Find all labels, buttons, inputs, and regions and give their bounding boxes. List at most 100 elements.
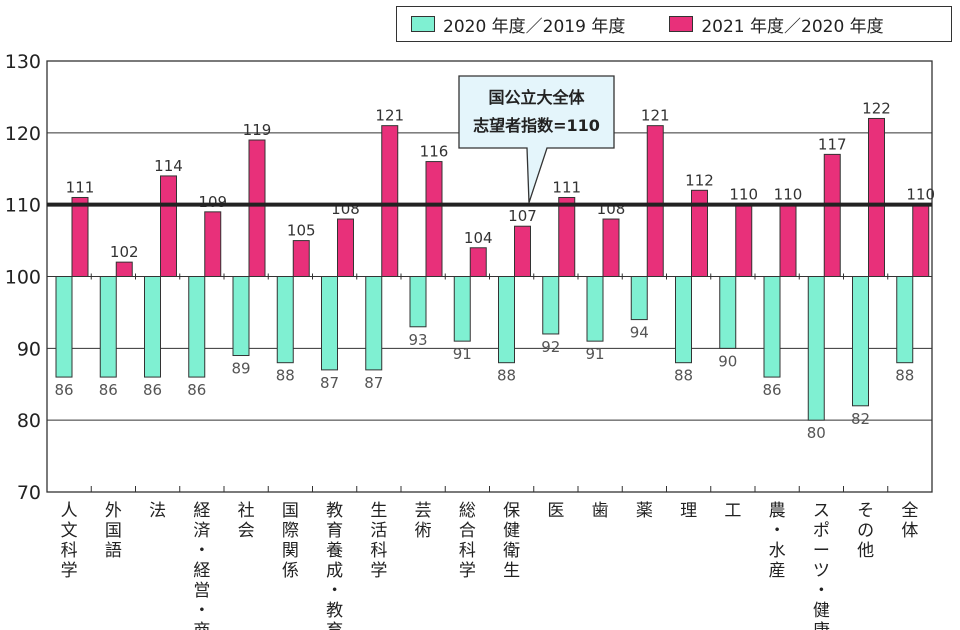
data-label-series1: 87 [364,374,383,392]
x-tick-label: ー [813,541,830,561]
bar-series1 [542,276,560,335]
bar-series2 [248,139,266,277]
x-tick-label: 活 [370,521,387,541]
x-tick-label: 商 [193,621,210,630]
x-tick-label: 育 [326,621,343,630]
x-tick-label: 薬 [636,501,653,521]
bar-series1 [763,276,781,378]
x-tick-label: 関 [282,541,299,561]
data-label-series2: 114 [154,157,183,175]
data-label-series2: 107 [508,207,537,225]
bar-series2 [735,204,753,278]
data-label-series2: 119 [243,121,272,139]
x-tick-label: 水 [769,541,786,561]
x-tick-label: 理 [680,501,697,521]
bar-series1 [852,276,869,407]
x-tick-label: 社 [238,501,255,521]
x-tick-label: 学 [370,561,387,581]
data-label-series1: 82 [851,410,870,428]
bar-series1 [586,276,604,342]
data-label-series2: 110 [906,186,935,204]
x-tick-label: 科 [459,541,476,561]
data-label-series2: 104 [464,229,493,247]
x-tick-label: 医 [547,501,564,521]
x-tick-label: 生 [503,561,520,581]
x-tick-label: 係 [282,561,299,581]
bar-series2 [691,189,708,277]
bar-series1 [276,276,294,364]
data-label-series1: 93 [408,331,427,349]
bar-series1 [232,276,250,357]
x-tick-label: ・ [813,581,830,601]
x-tick-label: ・ [769,521,786,541]
x-tick-label: ス [813,501,830,521]
bar-series2 [425,161,443,277]
data-label-series1: 90 [718,352,737,370]
bar-series2 [779,204,797,278]
bar-series2 [823,153,841,277]
bar-series1 [896,276,914,364]
y-tick-label: 90 [17,338,41,360]
x-tick-label: 体 [901,521,918,541]
bar-series2 [469,247,487,277]
bar-series2 [115,261,133,277]
data-label-series2: 116 [420,143,449,161]
x-tick-label: 際 [282,521,299,541]
x-tick-label: 人 [61,501,78,521]
legend-label-series2: 2021 年度／2020 年度 [701,16,884,37]
legend-item-series2: 2021 年度／2020 年度 [669,12,884,37]
x-tick-label: ツ [813,561,830,581]
bar-series1 [675,276,692,364]
annotation-callout [458,75,615,203]
x-tick-label: 他 [857,541,874,561]
x-tick-label: 合 [459,521,476,541]
x-tick-label: 産 [769,561,786,581]
bar-series1 [55,276,73,378]
data-label-series2: 102 [110,243,139,261]
bar-series2 [912,204,930,278]
legend-swatch-series1 [411,16,435,32]
x-tick-label: 全 [901,501,918,521]
data-label-series2: 110 [729,186,758,204]
x-tick-label: 学 [459,561,476,581]
bar-series1 [365,276,383,371]
y-tick-label: 70 [17,482,41,504]
data-label-series1: 86 [99,381,118,399]
legend-swatch-series2 [669,16,694,32]
data-label-series2: 109 [198,193,227,211]
x-tick-label: 生 [370,501,387,521]
x-tick-label: 会 [238,521,255,541]
data-label-series2: 121 [375,107,404,125]
data-label-series1: 86 [187,381,206,399]
x-tick-label: 外 [105,501,122,521]
data-label-series1: 89 [231,360,250,378]
data-label-series2: 122 [862,99,891,117]
bar-series2 [868,117,885,278]
x-tick-label: 国 [282,501,299,521]
x-tick-label: 教 [326,601,343,621]
x-tick-label: 国 [105,521,122,541]
x-tick-label: 経 [193,501,210,521]
y-tick-label: 100 [5,267,41,289]
x-tick-label: 歯 [592,501,609,521]
x-tick-label: 健 [503,521,520,541]
x-tick-label: 康 [813,621,830,630]
bar-series2 [204,211,222,278]
bar-series2 [381,125,399,278]
data-label-series1: 80 [807,424,826,442]
bar-series1 [719,276,737,349]
data-label-series1: 92 [541,338,560,356]
x-tick-label: 営 [193,581,210,601]
bar-series1 [321,276,338,371]
legend: 2020 年度／2019 年度 2021 年度／2020 年度 [396,6,952,42]
x-tick-label: ・ [193,541,210,561]
data-label-series1: 88 [674,367,693,385]
x-tick-label: 法 [149,501,166,521]
bar-series2 [514,225,531,277]
x-tick-label: 術 [415,521,432,541]
x-tick-label: 衛 [503,541,520,561]
annotation-line2: 志望者指数=110 [473,116,600,135]
y-tick-label: 110 [5,195,41,217]
x-tick-label: ・ [193,601,210,621]
